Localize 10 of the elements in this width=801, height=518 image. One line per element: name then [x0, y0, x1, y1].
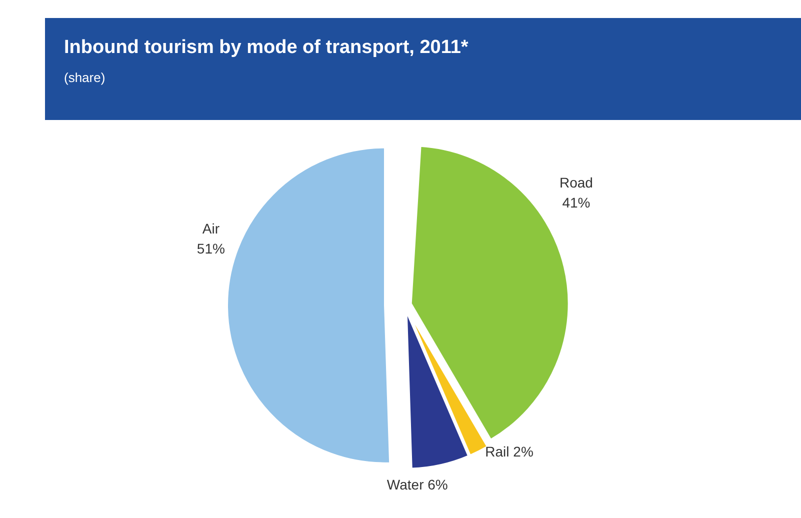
data-label: 51% [196, 240, 225, 257]
slice-label: Air [202, 220, 220, 237]
text: (share) [64, 70, 106, 85]
data-label: 41% [562, 194, 590, 211]
chart-title: Inbound tourism by mode of transport, 2011* [64, 37, 469, 58]
slice-label: Water [386, 476, 424, 493]
slice-label: Road [560, 174, 593, 191]
data-label: 6% [428, 476, 448, 493]
data-label: 2% [513, 444, 534, 460]
slice-label: Rail [485, 444, 510, 460]
